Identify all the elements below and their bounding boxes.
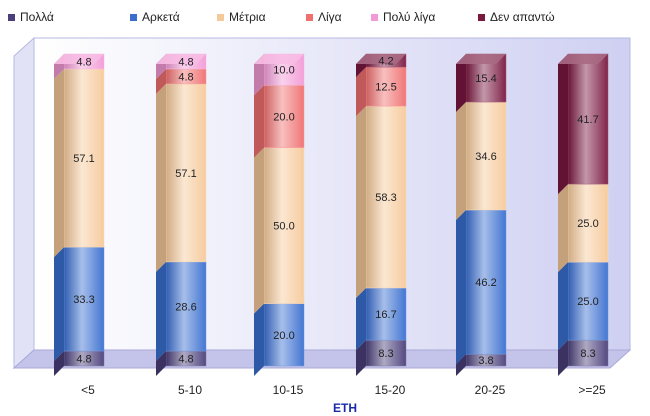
segment-label: 4.2 (378, 56, 393, 68)
bar-segment (63, 246, 105, 352)
bar-top-cap (356, 54, 406, 64)
segment-label: 20.0 (273, 111, 294, 123)
bar-segment (567, 53, 609, 185)
segment-label: 16.7 (375, 309, 396, 321)
bars (54, 53, 609, 376)
bar-segment (165, 83, 207, 263)
bar-segment (365, 287, 407, 341)
segment-label: 4.8 (76, 354, 91, 366)
segment-label: 25.0 (577, 296, 598, 308)
bar-segment-side (156, 351, 166, 376)
bar-segment-side (558, 54, 568, 195)
segment-label: 3.8 (478, 355, 493, 367)
bar-top-cap (254, 54, 304, 64)
bar-segment-side (456, 54, 466, 113)
segment-label: 20.0 (273, 330, 294, 342)
bar-segment-side (356, 67, 366, 117)
bar-segment-side (456, 210, 466, 365)
bar-segment (263, 147, 305, 304)
segment-label: 28.6 (175, 301, 196, 313)
plot-background (12, 36, 632, 370)
bar-segment-side (356, 288, 366, 351)
legend-swatch (130, 14, 137, 21)
legend-label: Πολλά (20, 10, 54, 24)
legend-label: Δεν απαντώ (490, 10, 555, 24)
bar-segment (465, 209, 507, 355)
bar-segment-side (54, 351, 64, 376)
bar-segment-side (456, 354, 466, 376)
segment-labels: 4.8 33.3 57.1 4.8 4.8 28.6 57.1 4.8 4.8 20.0 50.0 2… (73, 56, 598, 368)
bar-segment (263, 84, 305, 148)
bar-segment-side (254, 303, 264, 376)
segment-label: 25.0 (577, 218, 598, 230)
bar-segment-side (156, 83, 166, 272)
bar-top-cap (558, 54, 608, 64)
segment-label: 33.3 (73, 294, 94, 306)
segment-label: 4.8 (178, 71, 193, 83)
bar-segment-side (54, 247, 64, 362)
segment-label: 10.0 (273, 65, 294, 77)
segment-label: 41.7 (577, 114, 598, 126)
segment-label: 58.3 (375, 192, 396, 204)
plot-side-wall (13, 36, 35, 370)
bar-segment-side (156, 261, 166, 362)
x-tick-label: 10-15 (273, 383, 304, 397)
bar-segment (567, 339, 609, 367)
bar-top-cap (156, 54, 206, 64)
legend-label: Αρκετά (142, 10, 180, 24)
legend-swatch (371, 14, 378, 21)
bar-segment-side (254, 147, 264, 314)
legend-swatch (217, 14, 224, 21)
bar-segment-side (54, 68, 64, 258)
bar-segment-side (254, 85, 264, 158)
segment-label: 34.6 (475, 151, 496, 163)
x-tick-label: 15-20 (375, 383, 406, 397)
segment-label: 4.8 (76, 56, 91, 68)
legend-label: Πολύ λίγα (383, 10, 435, 24)
legend: Πολλά Αρκετά Μέτρια Λίγα Πολύ λίγα Δεν απαντώ (8, 10, 555, 24)
segment-label: 12.5 (375, 82, 396, 94)
legend-swatch (478, 14, 485, 21)
bar-segment-side (558, 184, 568, 273)
legend-label: Μέτρια (229, 10, 266, 24)
x-axis-ticks: <5 5-10 10-15 15-20 20-25 >=25 (81, 383, 606, 397)
x-axis-title: ΕΤΗ (333, 401, 357, 415)
segment-label: 50.0 (273, 221, 294, 233)
legend-label: Λίγα (318, 10, 342, 24)
legend-swatch (8, 14, 15, 21)
x-tick-label: <5 (81, 383, 95, 397)
x-tick-label: >=25 (578, 383, 606, 397)
x-tick-label: 5-10 (178, 383, 202, 397)
bar-segment (465, 101, 507, 211)
bar-segment-side (254, 54, 264, 96)
bar-segment-side (156, 68, 166, 94)
bar-top-cap (54, 54, 104, 64)
bar-top-cap (456, 54, 506, 64)
x-tick-label: 20-25 (475, 383, 506, 397)
bar-segment-side (558, 340, 568, 376)
plot-back-wall (33, 37, 631, 351)
bar-segment (567, 261, 609, 341)
segment-label: 15.4 (475, 73, 496, 85)
bar-segment-side (558, 262, 568, 351)
bar-segment-side (356, 106, 366, 298)
legend-swatch (306, 14, 313, 21)
segment-label: 8.3 (580, 348, 595, 360)
plot-floor (12, 349, 632, 369)
segment-label: 4.8 (178, 354, 193, 366)
segment-label: 46.2 (475, 277, 496, 289)
segment-label: 4.8 (178, 56, 193, 68)
segment-label: 57.1 (175, 168, 196, 180)
bar-segment (365, 105, 407, 289)
bar-segment-side (356, 340, 366, 376)
segment-label: 57.1 (73, 153, 94, 165)
segment-label: 8.3 (378, 348, 393, 360)
bar-segment-side (456, 102, 466, 220)
